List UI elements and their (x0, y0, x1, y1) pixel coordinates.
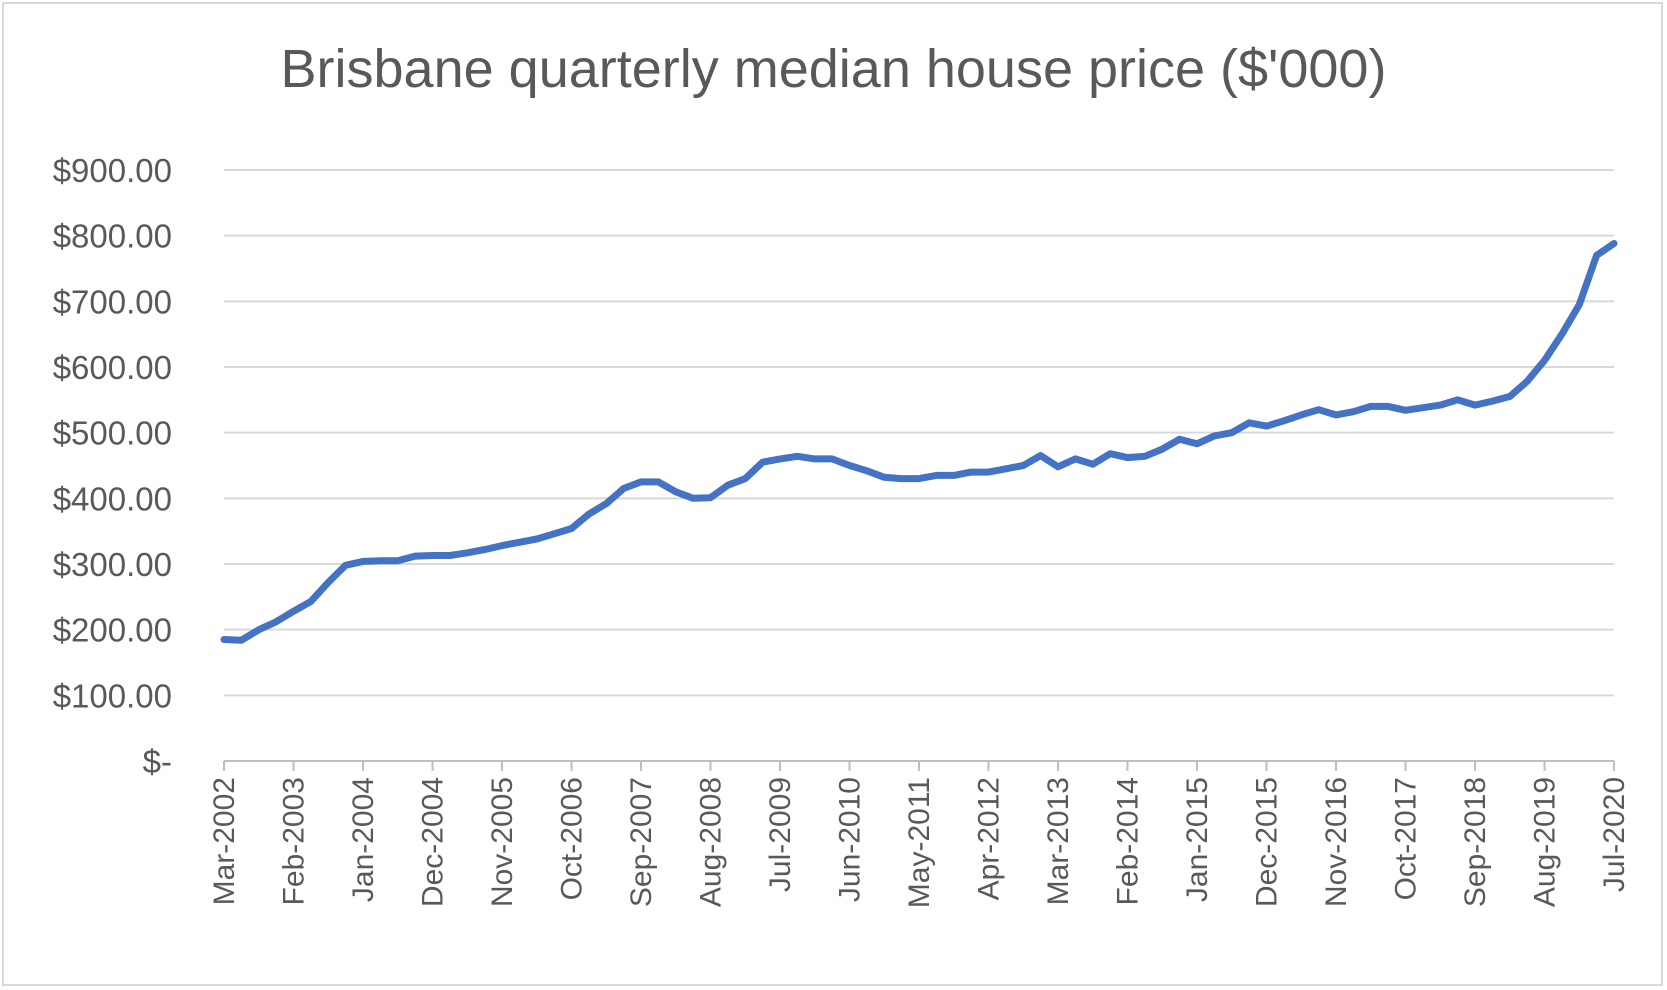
y-tick-label: $600.00 (53, 349, 172, 386)
x-tick-label: Dec-2004 (417, 777, 450, 907)
y-tick-label: $700.00 (53, 283, 172, 320)
y-tick-label: $300.00 (53, 546, 172, 583)
x-tick-label: Sep-2018 (1459, 777, 1492, 907)
chart-title: Brisbane quarterly median house price ($… (280, 39, 1387, 99)
x-tick-label: Feb-2003 (278, 777, 311, 905)
x-tick-label: Aug-2008 (695, 777, 728, 907)
x-tick-label: Mar-2002 (208, 777, 241, 905)
y-tick-label: $100.00 (53, 677, 172, 714)
x-tick-label: Sep-2007 (625, 777, 658, 907)
x-tick-label: Jun-2010 (834, 777, 867, 902)
x-tick-label: Aug-2019 (1529, 777, 1562, 907)
series-line (220, 240, 1618, 644)
y-tick-label: $800.00 (53, 218, 172, 255)
x-tick-label: Mar-2013 (1042, 777, 1075, 905)
y-axis-tick-labels: $- $100.00 $200.00 $300.00 $400.00 $500.00 $60… (53, 152, 172, 780)
x-tick-label: Oct-2017 (1390, 777, 1423, 900)
x-tick-label: Jan-2015 (1181, 777, 1214, 902)
y-tick-label: $200.00 (53, 612, 172, 649)
x-tick-label: Jan-2004 (347, 777, 380, 902)
x-tick-label: Apr-2012 (973, 777, 1006, 900)
x-tick-label: Nov-2016 (1320, 777, 1353, 907)
x-tick-label: Feb-2014 (1112, 777, 1145, 905)
x-tick-label: Nov-2005 (486, 777, 519, 907)
gridlines (224, 169, 1614, 697)
x-tick-label: Jul-2020 (1598, 777, 1631, 892)
x-tick-label: Oct-2006 (556, 777, 589, 900)
x-tick-label: Dec-2015 (1251, 777, 1284, 907)
y-tick-label: $400.00 (53, 480, 172, 517)
x-tick-label: Jul-2009 (764, 777, 797, 892)
x-tick-label: May-2011 (903, 777, 936, 908)
x-axis-tick-labels: Mar-2002 Feb-2003 Jan-2004 Dec-2004 Nov-2005… (208, 761, 1631, 908)
series-group (220, 240, 1618, 644)
y-tick-label: $- (143, 743, 172, 780)
y-tick-label: $900.00 (53, 152, 172, 189)
y-tick-label: $500.00 (53, 415, 172, 452)
